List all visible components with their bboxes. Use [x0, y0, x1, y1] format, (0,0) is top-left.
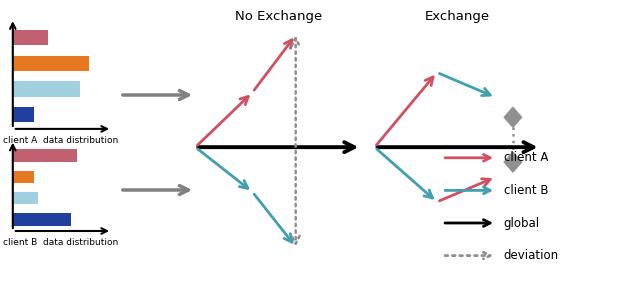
Bar — [13, 170, 34, 183]
Bar — [13, 81, 81, 97]
Text: global: global — [504, 216, 540, 230]
Text: Exchange: Exchange — [425, 10, 490, 23]
Bar — [13, 192, 38, 204]
Text: deviation: deviation — [504, 249, 559, 262]
Bar — [13, 213, 71, 226]
Bar — [13, 55, 89, 71]
Text: client A: client A — [504, 151, 548, 164]
Text: client B: client B — [504, 184, 548, 197]
Polygon shape — [504, 152, 522, 172]
Text: client A  data distribution: client A data distribution — [3, 136, 118, 145]
Bar — [13, 149, 77, 162]
Text: No Exchange: No Exchange — [235, 10, 322, 23]
Text: client B  data distribution: client B data distribution — [3, 238, 118, 247]
Bar — [13, 107, 34, 123]
Polygon shape — [504, 107, 522, 127]
Bar — [13, 30, 48, 45]
